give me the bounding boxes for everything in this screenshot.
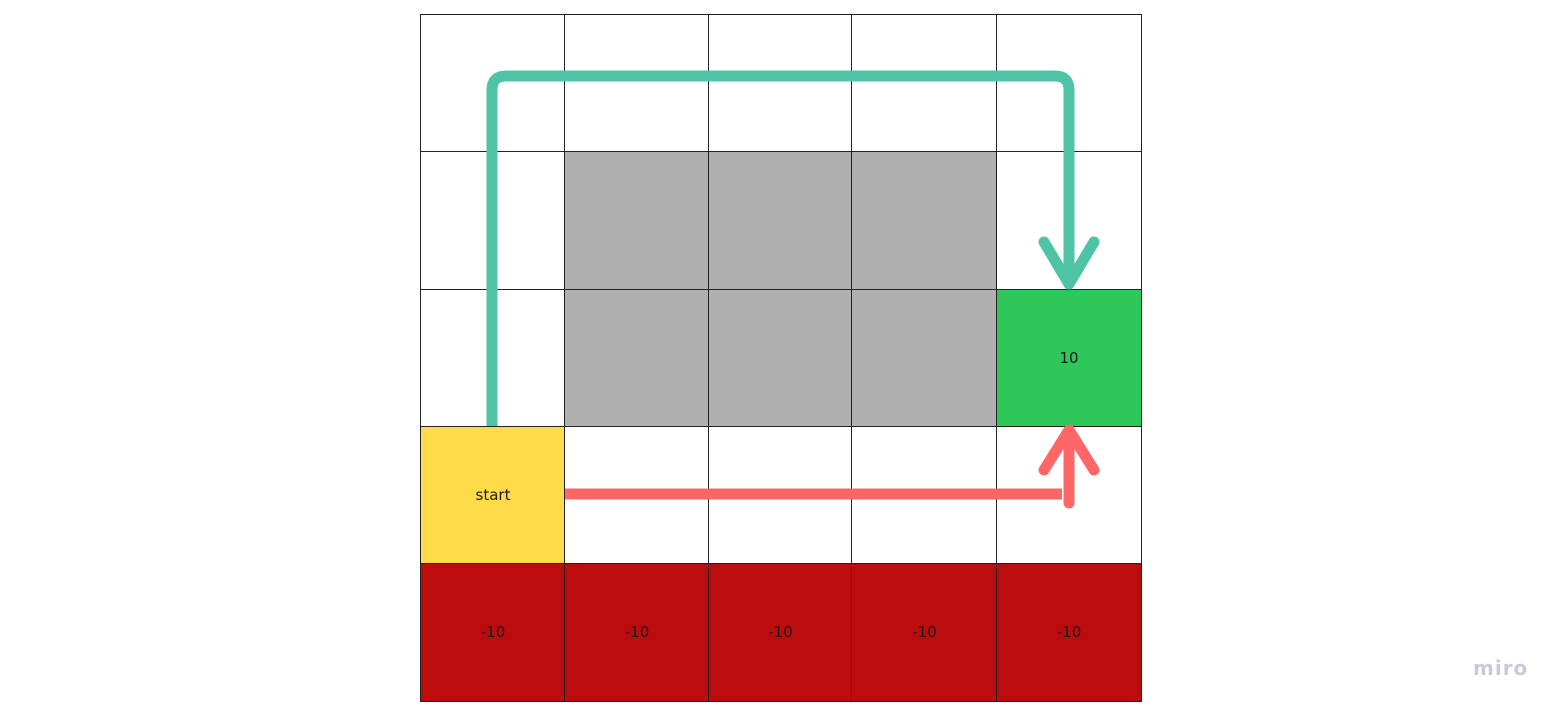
cell-empty — [996, 425, 1142, 565]
cell-empty — [851, 425, 998, 565]
cell-empty — [996, 14, 1142, 153]
cell-empty — [708, 425, 853, 565]
cell-empty — [564, 425, 710, 565]
cell-empty — [708, 14, 853, 153]
miro-logo: miro — [1473, 656, 1529, 680]
cell-empty — [420, 151, 566, 291]
cell-penalty: -10 — [996, 563, 1142, 702]
grid-world: 10 start -10 -10 -10 -10 -10 — [420, 14, 1142, 702]
cell-empty — [564, 14, 710, 153]
cell-wall — [851, 151, 998, 291]
cell-empty — [996, 151, 1142, 291]
cell-empty — [420, 288, 566, 428]
cell-penalty: -10 — [851, 563, 998, 702]
cell-wall — [708, 288, 853, 428]
cell-goal: 10 — [996, 288, 1142, 428]
cell-wall — [851, 288, 998, 428]
cell-start: start — [420, 425, 566, 565]
cell-penalty: -10 — [564, 563, 710, 702]
cell-empty — [420, 14, 566, 153]
cell-wall — [708, 151, 853, 291]
cell-wall — [564, 151, 710, 291]
cell-penalty: -10 — [708, 563, 853, 702]
cell-penalty: -10 — [420, 563, 566, 702]
cell-empty — [851, 14, 998, 153]
cell-wall — [564, 288, 710, 428]
